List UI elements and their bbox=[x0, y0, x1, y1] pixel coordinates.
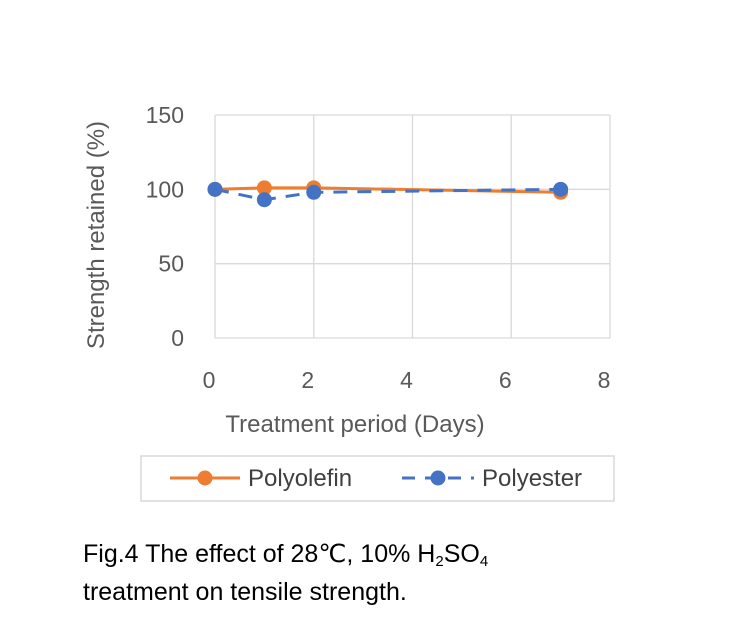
legend-polyolefin-marker bbox=[197, 470, 213, 486]
x-axis-title: Treatment period (Days) bbox=[225, 411, 484, 438]
legend-polyolefin-label: Polyolefin bbox=[248, 465, 352, 492]
x-axis-ticks: 0 2 4 6 8 bbox=[203, 367, 611, 393]
polyester-point-3 bbox=[553, 181, 569, 197]
legend-polyester-label: Polyester bbox=[482, 465, 582, 492]
x-tick-label-2: 2 bbox=[301, 367, 314, 393]
x-tick-label-0: 0 bbox=[203, 367, 216, 393]
y-tick-label-50: 50 bbox=[158, 251, 184, 277]
legend-box bbox=[140, 455, 615, 502]
grid-lines bbox=[214, 114, 611, 339]
polyester-point-1 bbox=[256, 192, 272, 208]
y-tick-label-0: 0 bbox=[171, 325, 184, 351]
figure-caption: Fig.4 The effect of 28℃, 10% H2SO4 treat… bbox=[83, 535, 683, 611]
polyester-line bbox=[214, 187, 561, 202]
caption-subscript-2: 2 bbox=[435, 553, 444, 570]
caption-line-2: treatment on tensile strength. bbox=[83, 578, 407, 606]
y-tick-label-150: 150 bbox=[146, 102, 184, 128]
series-polyester bbox=[207, 181, 569, 208]
caption-text: Fig.4 The effect of 28℃, 10% H bbox=[83, 540, 436, 568]
y-axis-ticks: 0 50 100 150 bbox=[146, 102, 184, 351]
series-layer bbox=[207, 180, 569, 208]
polyester-point-2 bbox=[306, 184, 322, 200]
polyolefin-point-1 bbox=[256, 180, 272, 196]
x-tick-label-8: 8 bbox=[598, 367, 611, 393]
caption-subscript-4: 4 bbox=[479, 553, 489, 570]
x-tick-label-4: 4 bbox=[400, 367, 413, 393]
y-tick-label-100: 100 bbox=[146, 176, 184, 202]
x-tick-label-6: 6 bbox=[499, 367, 512, 393]
caption-so: SO bbox=[443, 540, 480, 568]
legend-polyester-marker bbox=[430, 470, 446, 486]
polyester-point-0 bbox=[207, 181, 223, 197]
legend: Polyolefin Polyester bbox=[140, 455, 615, 502]
y-axis-title: Strength retained (%) bbox=[83, 121, 110, 349]
